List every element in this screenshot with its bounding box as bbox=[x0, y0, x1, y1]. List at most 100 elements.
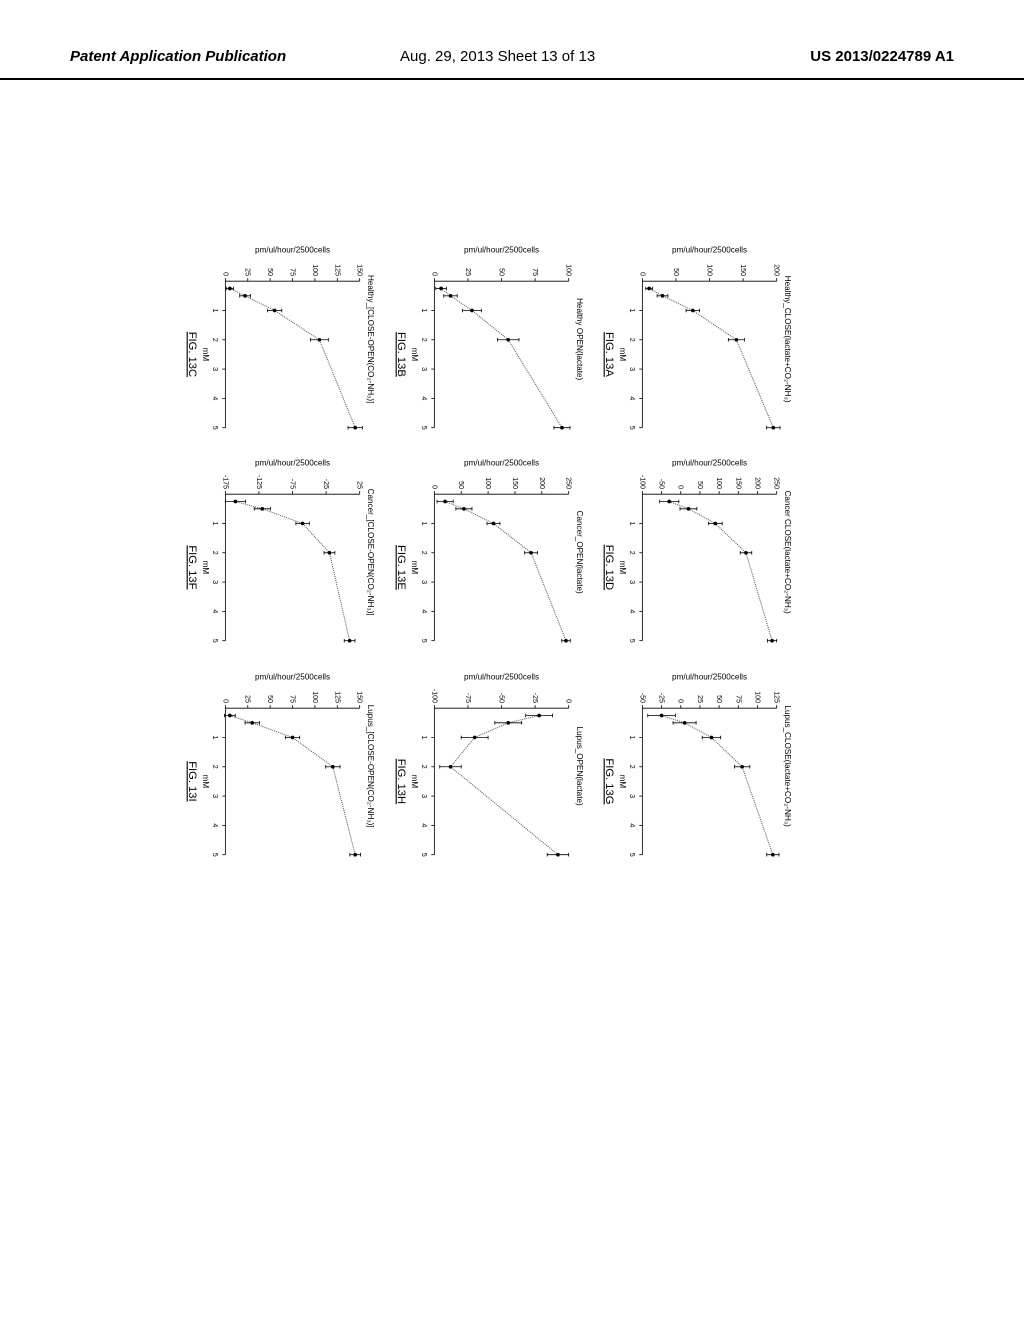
svg-text:100: 100 bbox=[715, 478, 723, 490]
svg-text:150: 150 bbox=[356, 691, 364, 703]
svg-text:2: 2 bbox=[212, 764, 220, 768]
svg-text:0: 0 bbox=[638, 272, 646, 276]
svg-text:25: 25 bbox=[244, 695, 252, 703]
svg-text:pm/ul/hour/2500cells: pm/ul/hour/2500cells bbox=[255, 672, 330, 681]
svg-text:125: 125 bbox=[334, 691, 342, 703]
chart-title: Healthy OPEN(lactate) bbox=[574, 298, 583, 380]
svg-text:FIG. 13G: FIG. 13G bbox=[603, 758, 615, 804]
svg-text:2: 2 bbox=[420, 551, 428, 555]
svg-text:4: 4 bbox=[212, 610, 220, 614]
panel-B: Healthy OPEN(lactate)025507510012345mMpm… bbox=[391, 243, 589, 436]
svg-text:50: 50 bbox=[672, 268, 680, 276]
svg-text:75: 75 bbox=[531, 268, 539, 276]
svg-text:4: 4 bbox=[420, 396, 428, 400]
chart-title: Lupus_OPEN(lactate) bbox=[574, 726, 583, 805]
svg-text:FIG. 13B: FIG. 13B bbox=[394, 332, 406, 377]
svg-text:-25: -25 bbox=[658, 692, 666, 702]
svg-text:FIG. 13H: FIG. 13H bbox=[394, 758, 406, 803]
svg-text:1: 1 bbox=[628, 522, 636, 526]
svg-text:mM: mM bbox=[618, 774, 627, 788]
svg-text:pm/ul/hour/2500cells: pm/ul/hour/2500cells bbox=[672, 459, 747, 468]
svg-text:50: 50 bbox=[497, 268, 505, 276]
panel-I: Lupus_[CLOSE-OPEN(CO₂-NH₃)]0255075100125… bbox=[183, 669, 381, 862]
svg-text:4: 4 bbox=[628, 823, 636, 827]
svg-text:3: 3 bbox=[212, 367, 220, 371]
svg-text:200: 200 bbox=[537, 478, 545, 490]
svg-text:100: 100 bbox=[564, 264, 572, 276]
svg-text:0: 0 bbox=[564, 699, 572, 703]
svg-text:125: 125 bbox=[773, 691, 781, 703]
svg-text:75: 75 bbox=[734, 695, 742, 703]
chart-title: Lupus_CLOSE(lactate+CO₂-NH₃) bbox=[783, 705, 792, 827]
svg-text:4: 4 bbox=[420, 823, 428, 827]
svg-text:3: 3 bbox=[420, 367, 428, 371]
svg-text:0: 0 bbox=[222, 272, 230, 276]
svg-text:-175: -175 bbox=[222, 475, 230, 489]
svg-text:5: 5 bbox=[212, 852, 220, 856]
svg-text:5: 5 bbox=[420, 852, 428, 856]
svg-text:1: 1 bbox=[628, 735, 636, 739]
svg-text:125: 125 bbox=[334, 264, 342, 276]
svg-text:5: 5 bbox=[628, 639, 636, 643]
svg-text:4: 4 bbox=[212, 396, 220, 400]
svg-text:3: 3 bbox=[628, 580, 636, 584]
svg-text:pm/ul/hour/2500cells: pm/ul/hour/2500cells bbox=[464, 246, 539, 255]
svg-text:25: 25 bbox=[356, 481, 364, 489]
svg-text:1: 1 bbox=[420, 735, 428, 739]
svg-text:1: 1 bbox=[420, 308, 428, 312]
svg-text:-50: -50 bbox=[497, 692, 505, 702]
svg-text:0: 0 bbox=[430, 485, 438, 489]
figure-grid-rotated: Healthy_CLOSE(lactate+CO₂-NH₃)0501001502… bbox=[183, 243, 798, 863]
svg-text:-25: -25 bbox=[531, 692, 539, 702]
svg-text:100: 100 bbox=[311, 691, 319, 703]
svg-text:2: 2 bbox=[628, 551, 636, 555]
svg-text:-50: -50 bbox=[638, 692, 646, 702]
svg-text:mM: mM bbox=[618, 561, 627, 575]
svg-text:150: 150 bbox=[734, 478, 742, 490]
chart-title: Healthy_[CLOSE-OPEN(CO₂-NH₃)] bbox=[366, 275, 375, 403]
svg-text:FIG. 13C: FIG. 13C bbox=[186, 332, 198, 377]
svg-text:-125: -125 bbox=[255, 475, 263, 489]
svg-text:3: 3 bbox=[212, 794, 220, 798]
panel-D: Cancer CLOSE(lactate+CO₂-NH₃) -100 -50 0 50 1… bbox=[599, 456, 797, 649]
svg-text:FIG. 13F: FIG. 13F bbox=[186, 546, 198, 590]
svg-text:50: 50 bbox=[696, 481, 704, 489]
svg-text:2: 2 bbox=[420, 338, 428, 342]
svg-text:mM: mM bbox=[201, 348, 210, 362]
svg-text:2: 2 bbox=[628, 338, 636, 342]
svg-text:5: 5 bbox=[212, 426, 220, 430]
svg-text:3: 3 bbox=[628, 367, 636, 371]
svg-text:3: 3 bbox=[420, 794, 428, 798]
svg-text:5: 5 bbox=[212, 639, 220, 643]
svg-text:3: 3 bbox=[628, 794, 636, 798]
svg-text:1: 1 bbox=[212, 735, 220, 739]
svg-text:-75: -75 bbox=[464, 692, 472, 702]
svg-text:pm/ul/hour/2500cells: pm/ul/hour/2500cells bbox=[464, 459, 539, 468]
svg-text:25: 25 bbox=[244, 268, 252, 276]
svg-text:200: 200 bbox=[773, 264, 781, 276]
header-left: Patent Application Publication bbox=[70, 48, 286, 65]
page-header: Patent Application Publication Aug. 29, … bbox=[0, 48, 1024, 80]
svg-text:FIG. 13E: FIG. 13E bbox=[394, 545, 406, 590]
svg-text:75: 75 bbox=[289, 268, 297, 276]
svg-text:-75: -75 bbox=[289, 479, 297, 489]
header-center: Aug. 29, 2013 Sheet 13 of 13 bbox=[400, 48, 595, 65]
svg-text:2: 2 bbox=[212, 338, 220, 342]
svg-text:-50: -50 bbox=[658, 479, 666, 489]
svg-text:5: 5 bbox=[628, 852, 636, 856]
svg-text:5: 5 bbox=[420, 426, 428, 430]
panel-C: Healthy_[CLOSE-OPEN(CO₂-NH₃)]02550751001… bbox=[183, 243, 381, 436]
svg-text:0: 0 bbox=[430, 272, 438, 276]
svg-text:mM: mM bbox=[410, 774, 419, 788]
svg-text:250: 250 bbox=[773, 478, 781, 490]
svg-text:4: 4 bbox=[628, 396, 636, 400]
panel-E: Cancer_OPEN(lactate)05010015020025012345… bbox=[391, 456, 589, 649]
svg-text:50: 50 bbox=[715, 695, 723, 703]
svg-text:mM: mM bbox=[618, 348, 627, 362]
svg-text:50: 50 bbox=[457, 481, 465, 489]
svg-text:-100: -100 bbox=[638, 475, 646, 489]
svg-text:150: 150 bbox=[739, 264, 747, 276]
svg-text:0: 0 bbox=[677, 485, 685, 489]
svg-text:-100: -100 bbox=[430, 688, 438, 702]
chart-title: Cancer CLOSE(lactate+CO₂-NH₃) bbox=[783, 491, 792, 614]
